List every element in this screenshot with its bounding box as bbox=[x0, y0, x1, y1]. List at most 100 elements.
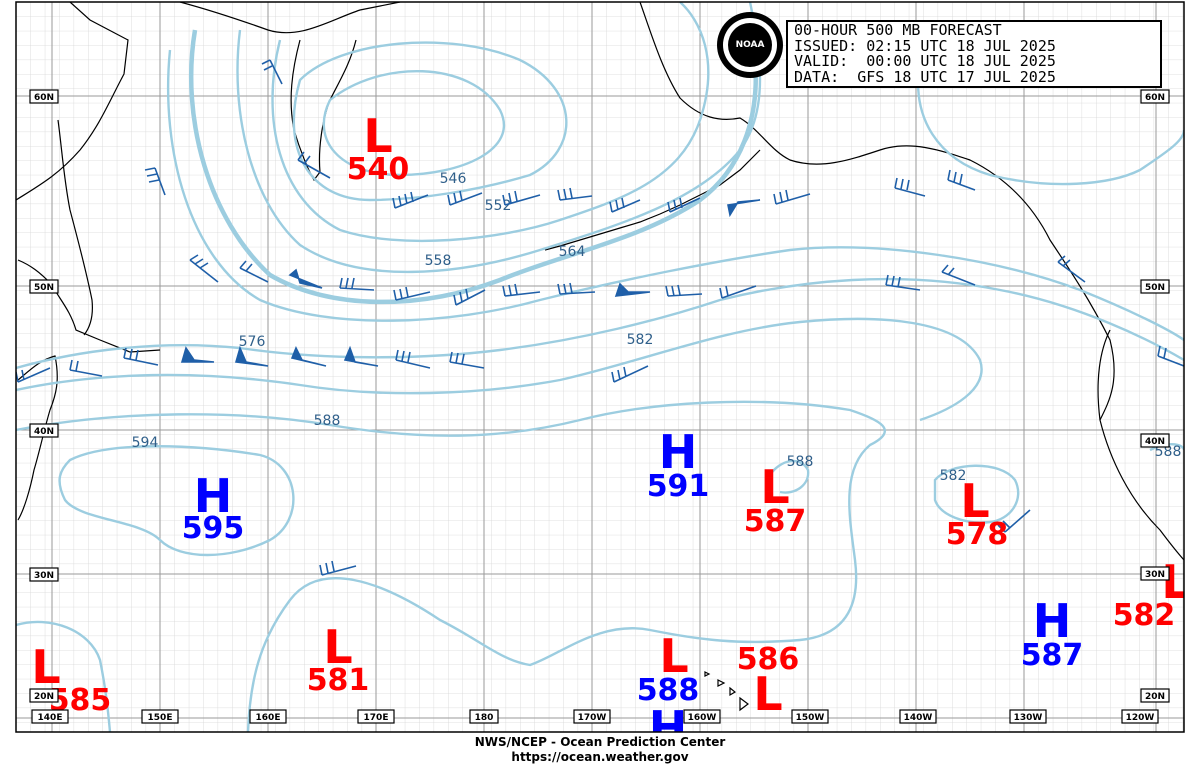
lat-label: 20N bbox=[34, 692, 54, 702]
high-center-letter: H bbox=[194, 469, 233, 523]
wind-barb-icon bbox=[69, 359, 103, 377]
wind-barb-icon bbox=[719, 285, 757, 299]
lat-label: 20N bbox=[1145, 692, 1165, 702]
contour-552 bbox=[271, 2, 710, 243]
wind-barb-icon bbox=[1157, 345, 1184, 367]
wind-barb-icon bbox=[665, 284, 703, 297]
low-center-letter: L bbox=[753, 667, 782, 721]
high-center-value: 591 bbox=[647, 469, 710, 504]
contour-594 bbox=[58, 445, 295, 557]
low-center-letter: L bbox=[363, 109, 392, 163]
low-center-letter: L bbox=[760, 460, 789, 514]
contour-588b bbox=[769, 459, 810, 494]
contour-570 bbox=[166, 49, 1184, 341]
contour-label: 576 bbox=[239, 334, 266, 350]
low-center-value: 587 bbox=[744, 504, 807, 539]
lon-label: 130W bbox=[1014, 713, 1043, 723]
lat-label: 40N bbox=[1145, 437, 1165, 447]
wind-barb-icon bbox=[609, 197, 641, 213]
contour-label: 582 bbox=[940, 468, 967, 484]
wind-barb-icon bbox=[502, 283, 541, 297]
wind-barb-icon bbox=[611, 365, 649, 383]
footer-credit: NWS/NCEP - Ocean Prediction Center bbox=[474, 735, 726, 749]
valid-line: VALID: 00:00 UTC 18 JUL 2025 bbox=[794, 52, 1056, 70]
wind-barb-icon bbox=[557, 282, 596, 295]
low-center-value: 540 bbox=[347, 152, 410, 187]
low-center-value: 586 bbox=[737, 642, 800, 677]
low-center-letter: L bbox=[31, 640, 60, 694]
noaa-logo-text: NOAA bbox=[728, 23, 772, 67]
contour-label: 588 bbox=[787, 454, 814, 470]
lon-label: 140E bbox=[38, 713, 63, 723]
contour-label: 558 bbox=[425, 253, 452, 269]
wind-barb-icon bbox=[339, 277, 375, 291]
wind-barb-icon bbox=[290, 346, 327, 367]
high-center-value: 588 bbox=[637, 673, 700, 708]
high-center-value: 587 bbox=[1021, 638, 1084, 673]
low-center-letter: L bbox=[1161, 555, 1190, 609]
contour-label: 594 bbox=[132, 435, 159, 451]
contour-label: 588 bbox=[314, 413, 341, 429]
wind-barb-icon bbox=[449, 351, 485, 369]
wind-barb-icon bbox=[395, 349, 431, 369]
lon-label: 150W bbox=[796, 713, 825, 723]
lon-label: 180 bbox=[475, 713, 494, 723]
longitude-labels: 140E 150E 160E 170E 180 170W 160W 150W 1… bbox=[31, 709, 1159, 724]
lon-label: 150E bbox=[148, 713, 173, 723]
lat-label: 60N bbox=[34, 93, 54, 103]
sakhalin-coast bbox=[57, 119, 93, 336]
wind-barb-icon bbox=[144, 167, 166, 196]
high-center-letter: H bbox=[649, 701, 688, 755]
lon-label: 160W bbox=[688, 713, 717, 723]
wind-barb-icon bbox=[288, 268, 323, 289]
lat-label: 60N bbox=[1145, 93, 1165, 103]
low-center-value: 582 bbox=[1113, 598, 1176, 633]
minor-grid bbox=[16, 2, 1184, 732]
contour-ne bbox=[916, 59, 1184, 186]
contour-540 bbox=[322, 69, 506, 177]
low-center-letter: L bbox=[960, 474, 989, 528]
issued-line: ISSUED: 02:15 UTC 18 JUL 2025 bbox=[794, 36, 1056, 55]
contour-south-west bbox=[16, 620, 112, 732]
wind-barb-icon bbox=[502, 190, 541, 206]
pressure-centers: L 540 H 595 H 591 L 587 L 578 L 581 L 58… bbox=[31, 109, 1190, 755]
wind-barb-icon bbox=[894, 177, 926, 197]
wind-barb-icon bbox=[773, 189, 811, 205]
wind-barb-icon bbox=[343, 345, 379, 367]
wind-barb-icon bbox=[447, 190, 483, 206]
wind-barb-icon bbox=[453, 288, 486, 306]
wind-barb-icon bbox=[239, 260, 269, 283]
contour-576 bbox=[16, 277, 1184, 370]
aleutian-islands bbox=[544, 149, 761, 251]
contour-546 bbox=[292, 41, 568, 202]
low-center-value: 581 bbox=[307, 663, 370, 698]
lon-label: 140W bbox=[904, 713, 933, 723]
wind-barb-icon bbox=[941, 264, 976, 286]
footer-url[interactable]: https://ocean.weather.gov bbox=[511, 750, 689, 764]
forecast-title-box: 00-HOUR 500 MB FORECAST ISSUED: 02:15 UTC… bbox=[786, 20, 1162, 88]
high-center-value: 595 bbox=[182, 511, 245, 546]
contour-582 bbox=[16, 317, 983, 422]
wind-barb-icon bbox=[261, 59, 283, 85]
contour-564 bbox=[188, 29, 758, 305]
contour-588 bbox=[16, 400, 886, 732]
lon-label: 170E bbox=[364, 713, 389, 723]
wind-barb-icon bbox=[727, 199, 761, 218]
contour-label: 552 bbox=[485, 198, 512, 214]
wind-barb-icon bbox=[123, 347, 159, 366]
wind-barb-icon bbox=[614, 282, 651, 297]
wind-barb-icon bbox=[947, 169, 976, 191]
lon-label: 170W bbox=[578, 713, 607, 723]
alaska-coast bbox=[639, 2, 1184, 561]
kamchatka-coast bbox=[290, 39, 357, 182]
wind-barb-icon bbox=[234, 345, 269, 367]
lat-label: 40N bbox=[34, 427, 54, 437]
wind-barb-icon bbox=[1057, 255, 1086, 283]
height-contours bbox=[16, 2, 1184, 732]
contour-582b bbox=[933, 464, 1020, 524]
low-center-value: 578 bbox=[946, 517, 1009, 552]
asia-coast bbox=[16, 2, 129, 201]
wind-barb-icon bbox=[667, 197, 701, 213]
wind-barb-icon bbox=[180, 346, 215, 363]
